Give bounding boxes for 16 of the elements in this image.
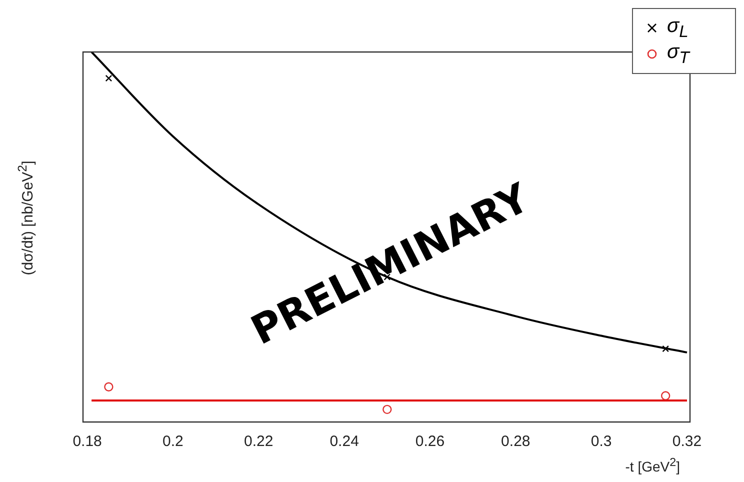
x-tick-label: 0.2 [162,433,184,450]
x-tick-label: 0.26 [415,433,445,450]
point [660,391,670,400]
point [104,382,114,392]
point [105,74,112,82]
legend-label: σ$_{T}$ [667,40,690,68]
point [382,404,392,414]
point [662,345,670,352]
legend-label: σ$_{L}$ [667,14,688,42]
x-axis-title: -t [GeV$^{2}$] [625,456,680,475]
x-tick-label: 0.18 [72,433,102,450]
x-tick-label: 0.3 [590,433,612,450]
x-tick-label: 0.32 [672,433,702,450]
x-tick-label: 0.28 [501,433,530,450]
x-tick-label: 0.24 [330,433,359,450]
x-tick-label: 0.22 [244,433,274,450]
